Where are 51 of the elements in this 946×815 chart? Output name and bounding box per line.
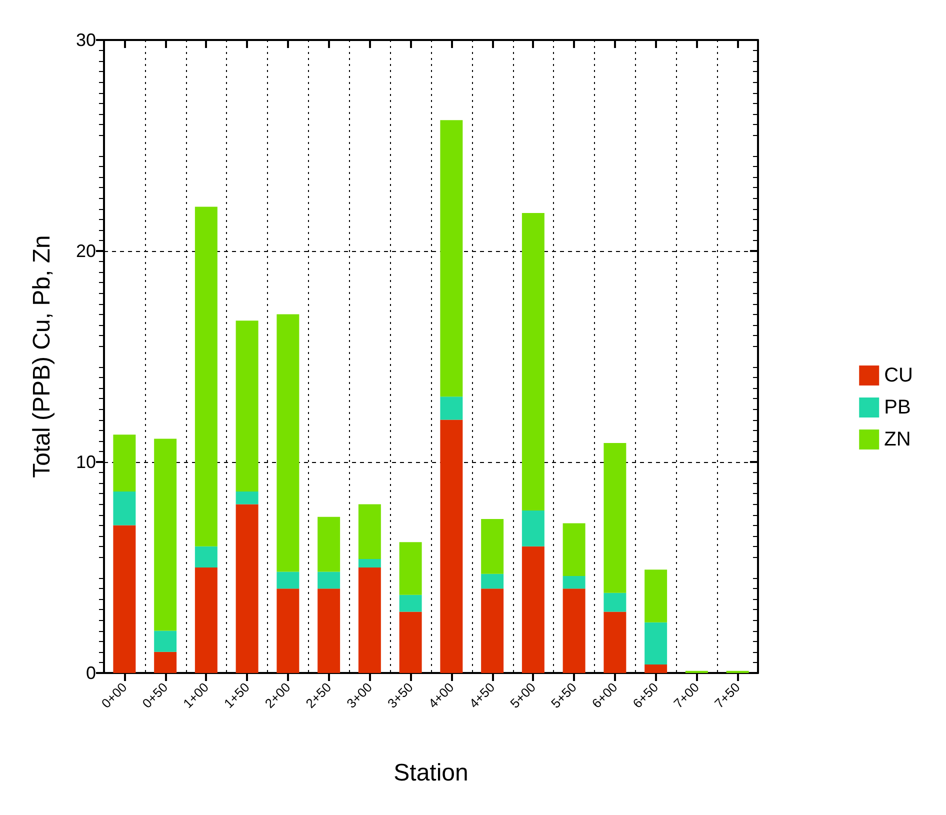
bar [154, 652, 177, 673]
bar [562, 576, 586, 589]
bar [522, 510, 544, 546]
bar [236, 492, 258, 504]
bar [194, 546, 218, 568]
bar [194, 568, 218, 673]
x-axis-title: Station [394, 760, 468, 786]
bar [194, 206, 218, 546]
y-tick-label: 0 [86, 663, 96, 683]
bar [644, 570, 668, 622]
bar [399, 594, 422, 612]
bar [440, 120, 463, 397]
bar [154, 438, 177, 631]
bar [604, 592, 626, 612]
bar [236, 504, 258, 673]
bar [358, 559, 381, 568]
bar [399, 542, 422, 595]
y-tick-label: 20 [76, 241, 96, 261]
bar [318, 516, 340, 572]
bar [276, 572, 300, 589]
bar [440, 420, 463, 673]
bar [236, 320, 258, 492]
legend-label: ZN [884, 428, 911, 450]
y-tick-label: 10 [76, 452, 96, 472]
bar [644, 622, 668, 665]
bar [358, 568, 381, 673]
bar [604, 612, 626, 673]
bar [318, 588, 340, 673]
bar [481, 588, 504, 673]
bar [358, 504, 381, 560]
bar [604, 443, 626, 593]
bar [481, 574, 504, 589]
bar [522, 213, 544, 511]
bar [562, 588, 586, 673]
bar [481, 518, 504, 574]
bar [113, 434, 136, 492]
legend-label: CU [884, 364, 914, 386]
y-axis-title: Total (PPB) Cu, Pb, Zn [28, 235, 56, 478]
bar [154, 630, 177, 652]
bar [399, 612, 422, 673]
legend-label: PB [884, 396, 911, 418]
bar [113, 525, 136, 673]
bar [276, 314, 300, 572]
bar [562, 523, 586, 576]
bar [522, 546, 544, 673]
bar [318, 572, 340, 589]
bar [644, 664, 668, 673]
bar [440, 396, 463, 420]
bar [276, 588, 300, 673]
bar [113, 492, 136, 526]
y-tick-label: 30 [76, 30, 96, 50]
